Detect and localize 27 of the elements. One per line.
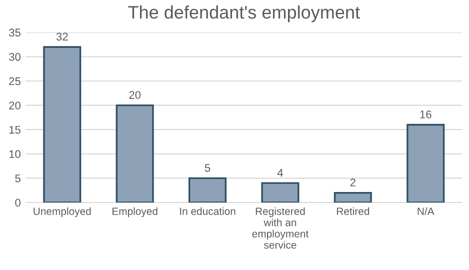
bar: [334, 192, 372, 202]
chart-title: The defendant's employment: [128, 5, 360, 22]
x-tick-label: In education: [180, 207, 236, 216]
y-tick-label: 0: [15, 198, 20, 207]
bar: [43, 46, 82, 202]
y-tick-label: 30: [9, 52, 20, 61]
data-label: 2: [350, 178, 356, 186]
data-label: 16: [420, 110, 432, 118]
y-tick-label: 5: [15, 174, 20, 182]
bar: [261, 182, 300, 202]
data-label: 20: [129, 91, 141, 99]
x-tick-label: Employed: [112, 207, 158, 218]
y-tick-label: 35: [9, 28, 20, 37]
data-label: 4: [277, 168, 283, 177]
bar: [188, 177, 227, 202]
x-tick-label: N/A: [418, 207, 434, 216]
x-tick-label: Retired: [336, 207, 370, 216]
data-label: 5: [204, 164, 210, 172]
y-tick-label: 20: [9, 102, 20, 110]
y-tick-label: 25: [9, 77, 20, 86]
data-label: 32: [56, 32, 68, 41]
y-tick-label: 10: [9, 150, 20, 158]
x-tick-label: Unemployed: [34, 207, 91, 218]
bar: [406, 124, 445, 202]
y-tick-label: 15: [9, 126, 20, 134]
bar: [116, 104, 154, 202]
x-tick-label: Registered with an employment service: [252, 207, 309, 249]
